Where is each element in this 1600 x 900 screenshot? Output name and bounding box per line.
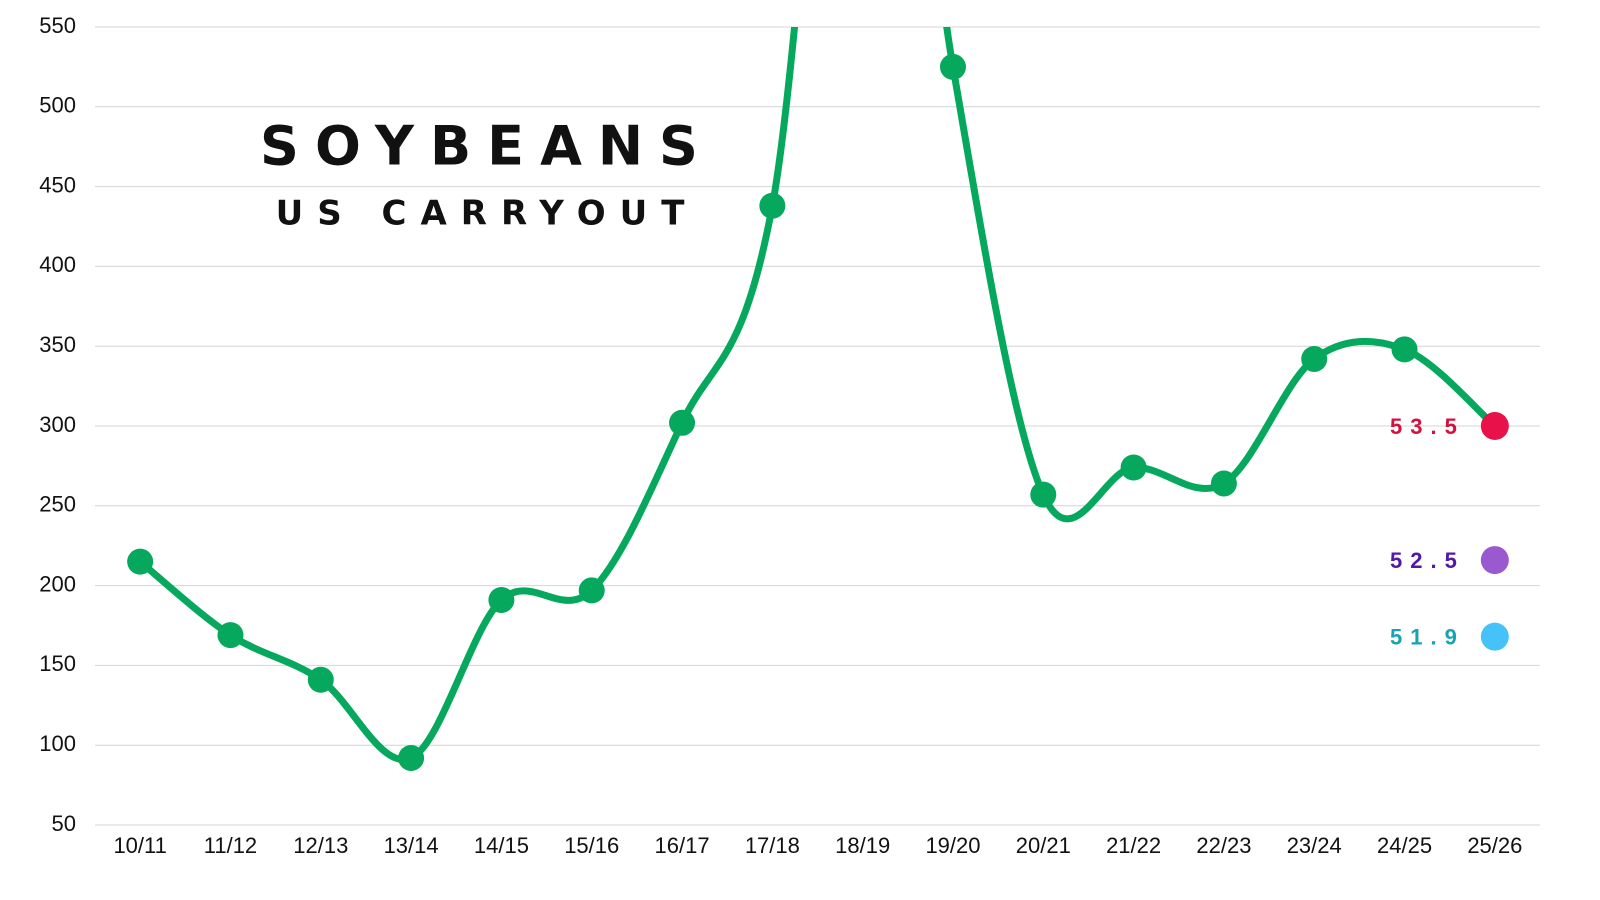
x-tick-label: 17/18 — [745, 833, 800, 858]
x-tick-label: 24/25 — [1377, 833, 1432, 858]
chart-subtitle: US CARRYOUT — [276, 194, 699, 234]
annotation-label: 51.9 — [1390, 624, 1465, 649]
y-tick-label: 150 — [39, 651, 76, 676]
point — [1030, 481, 1057, 508]
y-tick-label: 50 — [52, 811, 76, 836]
x-tick-label: 12/13 — [293, 833, 348, 858]
y-tick-label: 200 — [39, 571, 76, 596]
point — [127, 548, 154, 575]
x-tick-label: 11/12 — [204, 833, 257, 858]
y-tick-label: 100 — [39, 731, 76, 756]
chart-title: SOYBEANS — [260, 115, 714, 178]
annotation-dot — [1480, 412, 1509, 440]
x-tick-label: 14/15 — [474, 833, 529, 858]
x-tick-label: 25/26 — [1467, 833, 1522, 858]
y-tick-label: 450 — [39, 172, 76, 197]
y-tick-label: 300 — [39, 412, 76, 437]
point — [488, 586, 515, 613]
point — [669, 409, 696, 436]
y-tick-label: 350 — [39, 332, 76, 357]
point — [1120, 454, 1147, 481]
y-tick-label: 500 — [39, 93, 76, 118]
x-tick-label: 21/22 — [1106, 833, 1161, 858]
x-tick-label: 15/16 — [564, 833, 619, 858]
point — [939, 53, 966, 80]
point — [578, 577, 605, 604]
x-tick-label: 16/17 — [655, 833, 710, 858]
annotation-label: 52.5 — [1390, 548, 1465, 573]
x-tick-label: 10/11 — [113, 833, 166, 858]
point — [759, 192, 786, 219]
y-tick-label: 400 — [39, 252, 76, 277]
x-tick-label: 19/20 — [925, 833, 980, 858]
x-tick-label: 18/19 — [835, 833, 890, 858]
annotation-dot — [1480, 622, 1509, 651]
y-tick-label: 250 — [39, 492, 76, 517]
point — [307, 666, 334, 693]
x-tick-label: 20/21 — [1016, 833, 1071, 858]
y-tick-label: 550 — [39, 13, 76, 38]
point — [1391, 336, 1418, 363]
point — [217, 622, 244, 649]
point — [1301, 345, 1328, 372]
point — [398, 744, 425, 771]
annotation-dot — [1480, 546, 1509, 575]
x-tick-label: 13/14 — [384, 833, 439, 858]
x-tick-label: 23/24 — [1287, 833, 1342, 858]
x-tick-label: 22/23 — [1196, 833, 1251, 858]
point — [1210, 470, 1237, 497]
annotation-label: 53.5 — [1390, 414, 1465, 439]
